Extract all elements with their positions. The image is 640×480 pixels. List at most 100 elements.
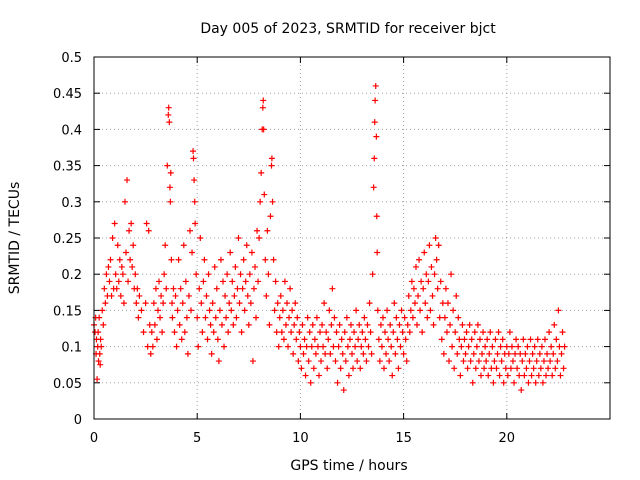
data-point <box>442 285 449 292</box>
data-point <box>264 227 271 234</box>
data-point <box>177 285 184 292</box>
data-point <box>214 336 221 343</box>
data-point <box>485 372 492 379</box>
data-point <box>275 343 282 350</box>
data-point <box>353 307 360 314</box>
data-point <box>427 307 434 314</box>
data-point <box>318 358 325 365</box>
data-point <box>140 329 147 336</box>
data-point <box>245 321 252 328</box>
y-tick-label: 0 <box>74 413 82 428</box>
data-point <box>420 285 427 292</box>
data-point <box>291 321 298 328</box>
data-point <box>267 213 274 220</box>
data-point <box>168 256 175 263</box>
data-point <box>171 329 178 336</box>
data-point <box>468 336 475 343</box>
data-point <box>417 307 424 314</box>
data-point <box>260 97 267 104</box>
data-point <box>204 336 211 343</box>
data-point <box>362 336 369 343</box>
data-point <box>302 372 309 379</box>
data-point <box>543 372 550 379</box>
data-point <box>122 249 129 256</box>
data-point <box>100 321 107 328</box>
data-point <box>371 119 378 126</box>
data-point <box>558 350 565 357</box>
data-point <box>199 329 206 336</box>
data-point <box>185 292 192 299</box>
data-point <box>489 343 496 350</box>
data-point <box>253 314 260 321</box>
data-point <box>426 242 433 249</box>
data-point <box>324 365 331 372</box>
data-point <box>330 343 337 350</box>
data-point <box>189 249 196 256</box>
data-point <box>95 329 102 336</box>
data-point <box>233 314 240 321</box>
data-point <box>443 329 450 336</box>
data-point <box>309 321 316 328</box>
data-point <box>125 278 132 285</box>
data-point <box>97 336 104 343</box>
data-point <box>460 358 467 365</box>
data-point <box>311 336 318 343</box>
data-point <box>136 292 143 299</box>
data-point <box>258 169 265 176</box>
data-point <box>210 329 217 336</box>
data-point <box>523 365 530 372</box>
data-point <box>208 350 215 357</box>
data-point <box>238 329 245 336</box>
data-point <box>274 300 281 307</box>
data-point <box>374 307 381 314</box>
data-point <box>366 300 373 307</box>
data-point <box>321 300 328 307</box>
data-point <box>102 300 109 307</box>
data-point <box>305 358 312 365</box>
data-point <box>109 235 116 241</box>
data-point <box>150 300 157 307</box>
data-point <box>432 235 439 241</box>
data-point <box>557 372 564 379</box>
data-point <box>551 321 558 328</box>
data-point <box>495 329 502 336</box>
data-point <box>496 372 503 379</box>
data-point <box>425 278 432 285</box>
data-point <box>507 365 514 372</box>
data-point <box>555 307 562 314</box>
data-point <box>320 343 327 350</box>
data-point <box>144 343 151 350</box>
data-point <box>213 285 220 292</box>
data-point <box>534 336 541 343</box>
data-point <box>508 343 515 350</box>
x-tick-label: 20 <box>499 431 516 446</box>
data-point <box>169 314 176 321</box>
data-point <box>280 336 287 343</box>
data-point <box>217 256 224 263</box>
data-point <box>192 220 199 227</box>
data-point <box>277 292 284 299</box>
data-point <box>335 343 342 350</box>
data-point <box>482 343 489 350</box>
data-point <box>107 256 114 263</box>
data-point <box>310 365 317 372</box>
data-point <box>511 379 518 386</box>
data-point <box>229 278 236 285</box>
data-point <box>212 314 219 321</box>
data-point <box>221 343 228 350</box>
data-point <box>400 350 407 357</box>
data-point <box>164 162 171 169</box>
data-point <box>500 379 507 386</box>
data-point <box>159 329 166 336</box>
data-point <box>345 372 352 379</box>
data-point <box>389 372 396 379</box>
data-point <box>163 285 170 292</box>
data-point <box>299 321 306 328</box>
data-point <box>473 343 480 350</box>
data-point <box>106 278 113 285</box>
data-point <box>492 336 499 343</box>
data-point <box>290 350 297 357</box>
data-point <box>461 336 468 343</box>
data-point <box>161 271 168 278</box>
